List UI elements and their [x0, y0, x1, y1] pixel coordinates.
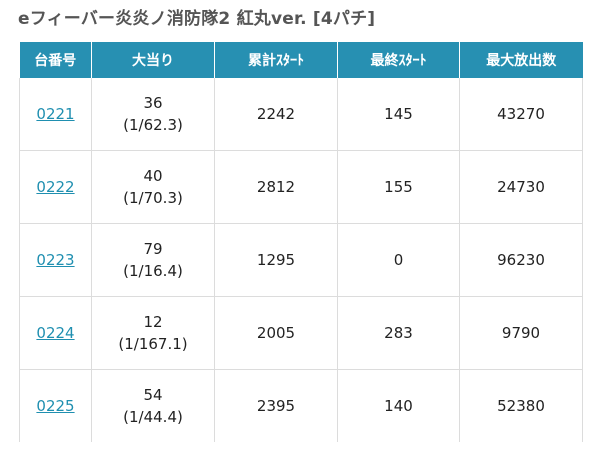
machine-number-link[interactable]: 0221 — [36, 105, 75, 123]
last-start-cell: 145 — [337, 78, 460, 151]
big-hit-count: 54 — [143, 386, 163, 404]
big-hits-cell: 12 (1/167.1) — [91, 296, 215, 370]
big-hits-cell: 79 (1/16.4) — [91, 223, 215, 297]
table-header-row: 台番号 大当り 累計ｽﾀｰﾄ 最終ｽﾀｰﾄ 最大放出数 — [19, 42, 583, 78]
machine-cell: 0222 — [19, 150, 92, 224]
header-last-start: 最終ｽﾀｰﾄ — [337, 42, 460, 78]
header-max-payout: 最大放出数 — [459, 42, 583, 78]
big-hits-cell: 54 (1/44.4) — [91, 369, 215, 442]
header-machine-number: 台番号 — [19, 42, 92, 78]
total-start-cell: 2005 — [214, 296, 338, 370]
big-hit-count: 36 — [143, 94, 163, 112]
last-start-cell: 140 — [337, 369, 460, 442]
big-hits-cell: 36 (1/62.3) — [91, 78, 215, 151]
table-row: 0223 79 (1/16.4) 1295 0 96230 — [19, 223, 583, 297]
big-hit-rate: (1/70.3) — [123, 189, 183, 207]
big-hit-rate: (1/167.1) — [118, 335, 188, 353]
machine-cell: 0224 — [19, 296, 92, 370]
total-start-cell: 1295 — [214, 223, 338, 297]
machine-number-link[interactable]: 0224 — [36, 324, 75, 342]
machine-cell: 0225 — [19, 369, 92, 442]
big-hit-rate: (1/62.3) — [123, 116, 183, 134]
max-payout-cell: 96230 — [459, 223, 583, 297]
table-row: 0224 12 (1/167.1) 2005 283 9790 — [19, 296, 583, 370]
last-start-cell: 0 — [337, 223, 460, 297]
header-big-hits: 大当り — [91, 42, 215, 78]
max-payout-cell: 43270 — [459, 78, 583, 151]
big-hit-count: 79 — [143, 240, 163, 258]
machine-number-link[interactable]: 0222 — [36, 178, 75, 196]
table-row: 0225 54 (1/44.4) 2395 140 52380 — [19, 369, 583, 442]
big-hit-count: 40 — [143, 167, 163, 185]
page-title: eフィーバー炎炎ノ消防隊2 紅丸ver. [4パチ] — [18, 9, 376, 29]
max-payout-cell: 24730 — [459, 150, 583, 224]
total-start-cell: 2395 — [214, 369, 338, 442]
machine-cell: 0223 — [19, 223, 92, 297]
last-start-cell: 283 — [337, 296, 460, 370]
big-hit-count: 12 — [143, 313, 163, 331]
machine-data-table: 台番号 大当り 累計ｽﾀｰﾄ 最終ｽﾀｰﾄ 最大放出数 0221 36 (1/62… — [19, 42, 583, 442]
big-hit-rate: (1/44.4) — [123, 408, 183, 426]
machine-number-link[interactable]: 0223 — [36, 251, 75, 269]
max-payout-cell: 9790 — [459, 296, 583, 370]
total-start-cell: 2242 — [214, 78, 338, 151]
machine-cell: 0221 — [19, 78, 92, 151]
max-payout-cell: 52380 — [459, 369, 583, 442]
table-row: 0222 40 (1/70.3) 2812 155 24730 — [19, 150, 583, 224]
total-start-cell: 2812 — [214, 150, 338, 224]
last-start-cell: 155 — [337, 150, 460, 224]
big-hit-rate: (1/16.4) — [123, 262, 183, 280]
big-hits-cell: 40 (1/70.3) — [91, 150, 215, 224]
table-row: 0221 36 (1/62.3) 2242 145 43270 — [19, 78, 583, 151]
header-total-start: 累計ｽﾀｰﾄ — [214, 42, 338, 78]
machine-number-link[interactable]: 0225 — [36, 397, 75, 415]
